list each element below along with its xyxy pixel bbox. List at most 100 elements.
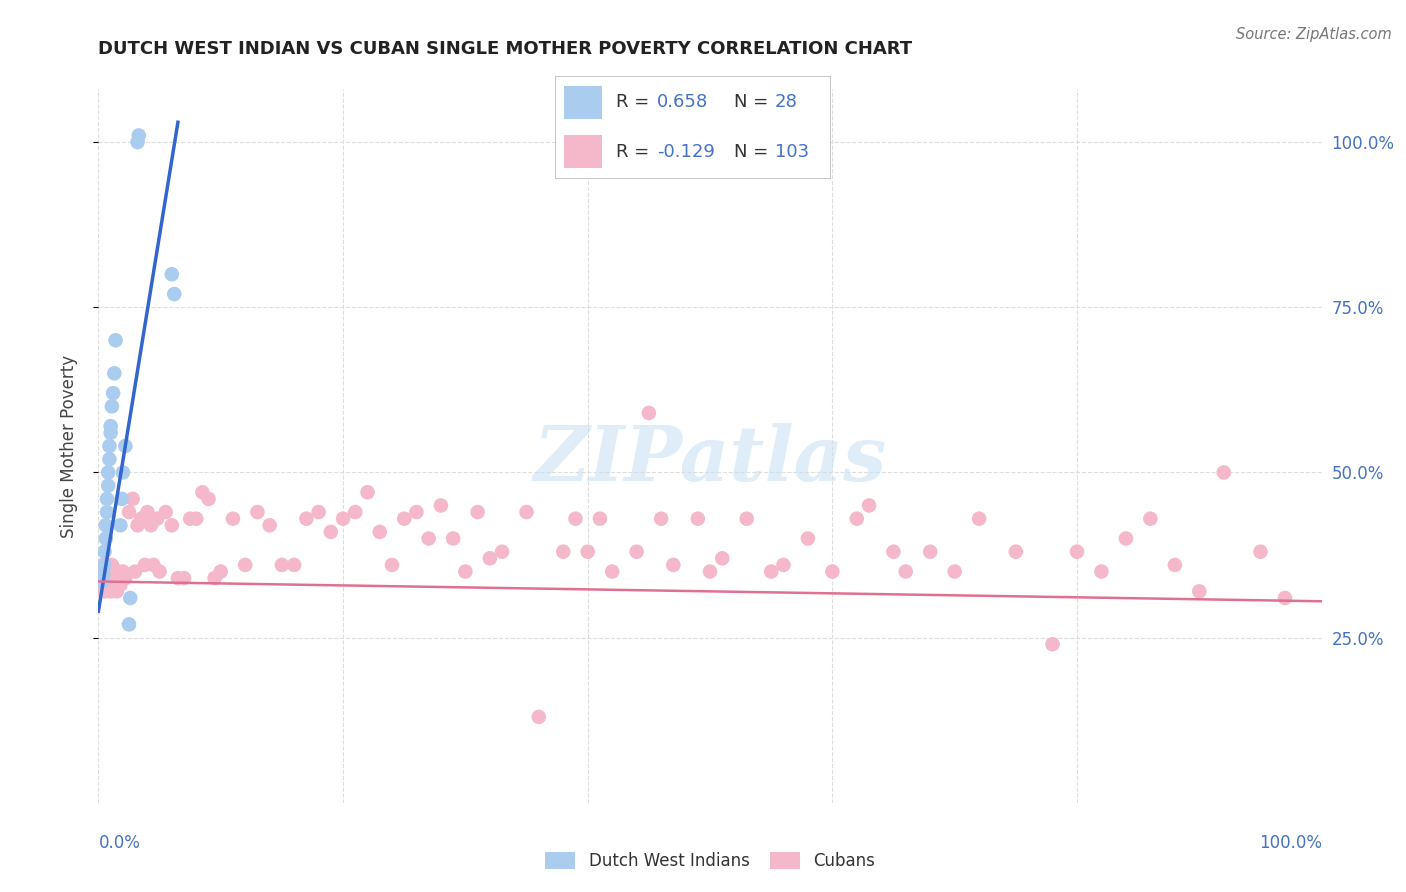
Point (1188, 584, 1211, 599)
Point (626, 545, 648, 559)
Text: DUTCH WEST INDIAN VS CUBAN SINGLE MOTHER POVERTY CORRELATION CHART: DUTCH WEST INDIAN VS CUBAN SINGLE MOTHER… (98, 40, 912, 58)
Text: 103: 103 (775, 143, 808, 161)
Point (246, 505, 269, 519)
Point (1274, 591, 1296, 605)
Point (259, 518, 281, 533)
Text: 0.658: 0.658 (657, 94, 709, 112)
Point (94, 571, 117, 585)
Point (1249, 545, 1271, 559)
Point (97, 478, 120, 492)
Point (98, 565, 121, 579)
Point (600, 565, 623, 579)
Point (858, 499, 880, 513)
Point (454, 565, 477, 579)
Point (96, 565, 118, 579)
Point (478, 551, 501, 566)
Point (93, 545, 115, 559)
Point (93, 584, 115, 599)
Point (100, 584, 122, 599)
Point (943, 565, 966, 579)
Point (1139, 511, 1161, 525)
Point (128, 128, 150, 143)
Point (186, 511, 208, 525)
Point (97, 466, 120, 480)
Point (94, 532, 117, 546)
Point (167, 571, 190, 585)
Text: N =: N = (734, 94, 773, 112)
Point (179, 511, 201, 525)
Point (295, 511, 318, 525)
Text: 100.0%: 100.0% (1258, 834, 1322, 852)
Point (191, 485, 214, 500)
Point (967, 511, 990, 525)
Point (91, 574, 114, 589)
Point (163, 287, 186, 301)
Point (797, 532, 820, 546)
Point (104, 571, 127, 585)
Point (467, 505, 489, 519)
Point (821, 565, 844, 579)
Point (103, 565, 125, 579)
Point (662, 558, 685, 572)
Point (638, 406, 661, 420)
Point (101, 386, 124, 401)
Point (104, 333, 127, 347)
Point (160, 518, 183, 533)
Point (576, 545, 599, 559)
Point (96, 505, 118, 519)
Bar (564, 136, 602, 168)
Point (160, 267, 183, 281)
Point (418, 532, 440, 546)
Point (98, 439, 121, 453)
Point (222, 511, 245, 525)
Point (233, 558, 256, 572)
Point (711, 551, 734, 566)
Point (527, 710, 550, 724)
Point (772, 558, 794, 572)
Point (134, 558, 156, 572)
Point (110, 518, 132, 533)
Point (146, 511, 169, 525)
Point (91, 571, 114, 585)
Point (699, 565, 721, 579)
Point (1004, 545, 1026, 559)
Point (197, 491, 219, 506)
Point (204, 571, 226, 585)
Point (108, 571, 131, 585)
Text: 28: 28 (775, 94, 797, 112)
Point (139, 518, 162, 533)
Point (107, 565, 129, 579)
Point (405, 505, 427, 519)
Point (283, 558, 305, 572)
Point (103, 367, 125, 381)
Point (1090, 565, 1112, 579)
Point (308, 505, 330, 519)
Point (894, 565, 917, 579)
Point (98, 452, 121, 467)
Point (110, 578, 132, 592)
Point (883, 545, 905, 559)
Point (111, 565, 134, 579)
Point (392, 511, 416, 525)
Point (686, 511, 709, 525)
Point (381, 558, 404, 572)
Point (114, 439, 136, 453)
Point (100, 571, 122, 585)
Point (100, 425, 122, 440)
Text: R =: R = (616, 143, 655, 161)
Point (515, 505, 537, 519)
Point (97, 578, 120, 592)
Point (111, 491, 134, 506)
Point (1066, 545, 1088, 559)
Point (1164, 558, 1187, 572)
Point (91, 567, 114, 582)
Point (96, 491, 118, 506)
Y-axis label: Single Mother Poverty: Single Mother Poverty (59, 354, 77, 538)
Point (127, 518, 149, 533)
Point (356, 485, 378, 500)
Point (142, 558, 165, 572)
Point (564, 511, 586, 525)
Point (209, 565, 232, 579)
Point (173, 571, 195, 585)
Point (127, 135, 149, 149)
